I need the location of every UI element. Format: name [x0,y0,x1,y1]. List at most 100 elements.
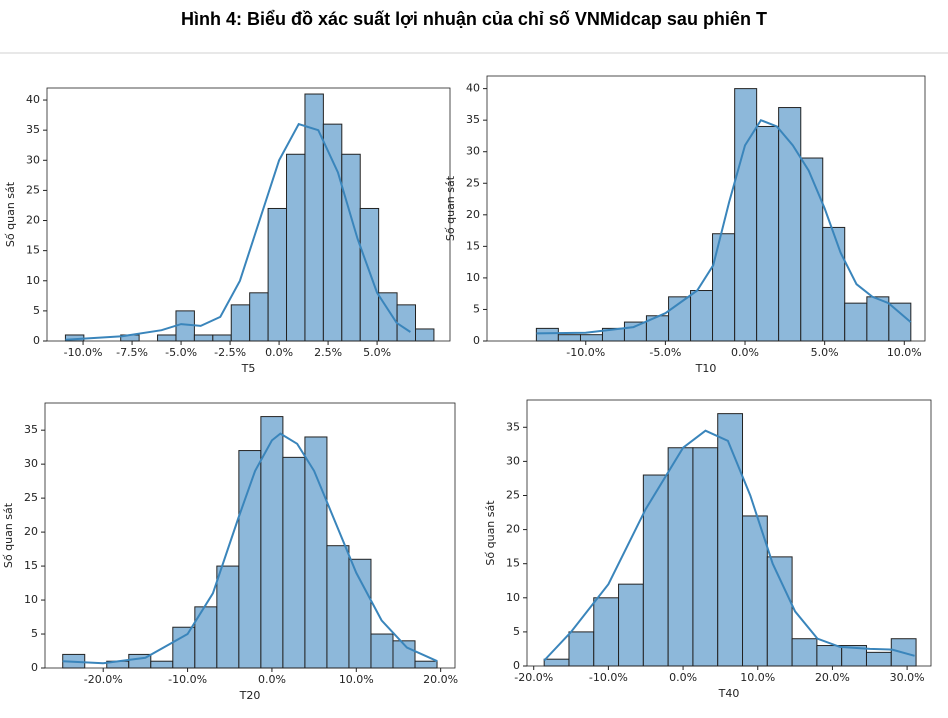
x-tick-label: -20.0% [84,673,123,686]
plot-frame [526,399,932,667]
x-tick-label: -20.0% [514,671,553,684]
x-tick-label: 10.0% [887,346,922,359]
x-tick-label: 0.0% [669,671,697,684]
bar [692,447,719,667]
y-tick-label: 25 [24,491,38,504]
bar [370,633,394,669]
y-tick-label: 40 [26,93,40,106]
y-tick-label: 10 [506,591,520,604]
kde-line [543,429,915,662]
y-tick-label: 20 [466,208,480,221]
bar [414,660,438,669]
y-tick-label: 20 [26,214,40,227]
bar [348,558,372,669]
bar [326,545,350,669]
x-tick-label: 10.0% [740,671,775,684]
y-tick-label: 15 [466,239,480,252]
bar [212,334,232,342]
y-tick-label: 30 [466,145,480,158]
x-tick-label: -10.0% [566,346,605,359]
bar [304,93,324,342]
x-tick-label: -7.5% [116,346,148,359]
bar [341,153,361,342]
histogram-panel: 0 5 10 15 20 25 30 35 40 -10.0% -7.5% -5.0% -2.5% 0.0… [4,87,451,375]
bar [396,304,417,342]
bar [216,565,240,669]
y-tick-label: 20 [506,523,520,536]
bar [230,304,251,342]
x-tick-label: 0.0% [258,673,286,686]
page-title: Hình 4: Biểu đồ xác suất lợi nhuận của c… [181,9,767,29]
x-tick-label: 30.0% [890,671,925,684]
bar [593,597,620,667]
bar [579,334,603,342]
x-axis-label: T40 [718,687,740,700]
bar [267,207,288,342]
x-tick-label: -5.0% [649,346,681,359]
bar [286,153,306,342]
bar [822,226,846,342]
y-tick-label: 35 [26,123,40,136]
bar [717,413,744,667]
y-tick-label: 5 [31,627,38,640]
plot-frame [44,402,456,669]
x-tick-label: -10.0% [64,346,103,359]
y-tick-label: 0 [513,659,520,672]
x-tick-label: 20.0% [423,673,458,686]
bar [543,658,570,667]
bar [865,651,892,667]
kde-line [62,432,438,665]
bar [791,638,818,667]
bar [800,157,824,342]
y-tick-label: 10 [26,274,40,287]
y-tick-label: 15 [24,559,38,572]
bar [642,474,669,667]
y-axis-label: Số quan sát [484,500,497,566]
y-tick-label: 15 [26,244,40,257]
y-tick-label: 0 [33,334,40,347]
y-tick-label: 35 [506,420,520,433]
bar [667,447,694,667]
bar [150,660,174,669]
kde-line [65,122,411,341]
x-axis-label: T10 [695,362,717,375]
bar [816,645,843,667]
bar [282,456,306,669]
x-tick-label: 2.5% [314,346,342,359]
bar [888,302,912,342]
x-axis-label: T5 [241,362,256,375]
y-tick-label: 0 [31,661,38,674]
bar [193,334,214,342]
bar [359,207,380,342]
bar [322,123,343,342]
x-tick-label: 5.0% [363,346,391,359]
histogram-panel: 0 5 10 15 20 25 30 35 40 -10.0% -5.0% 0.0% 5.0% 10.0%… [444,75,926,375]
y-tick-label: 25 [506,488,520,501]
bar [172,626,196,669]
bar [690,290,714,342]
y-tick-label: 30 [26,153,40,166]
bar [157,334,177,342]
histogram-panel: 0 5 10 15 20 25 30 35 -20.0% -10.0% 0.0% 10.0% 20.0%… [2,402,458,702]
x-tick-label: 0.0% [265,346,293,359]
y-tick-label: 25 [466,176,480,189]
bar [766,556,793,667]
plot-frame [46,87,451,342]
bar [535,327,559,342]
x-tick-label: 5.0% [811,346,839,359]
x-tick-label: -5.0% [165,346,197,359]
x-tick-label: -2.5% [214,346,246,359]
x-tick-label: -10.0% [168,673,207,686]
y-tick-label: 5 [473,302,480,315]
bar [304,436,328,669]
bar [712,233,736,342]
y-tick-label: 30 [24,457,38,470]
x-tick-label: -10.0% [589,671,628,684]
bar [734,88,758,342]
histogram-panel: 0 5 10 15 20 25 30 35 -20.0% -10.0% 0.0% 10.0% 20.0%… [484,399,932,700]
y-tick-label: 0 [473,334,480,347]
bar [557,334,581,342]
plot-frame [486,75,926,342]
x-tick-label: 20.0% [815,671,850,684]
